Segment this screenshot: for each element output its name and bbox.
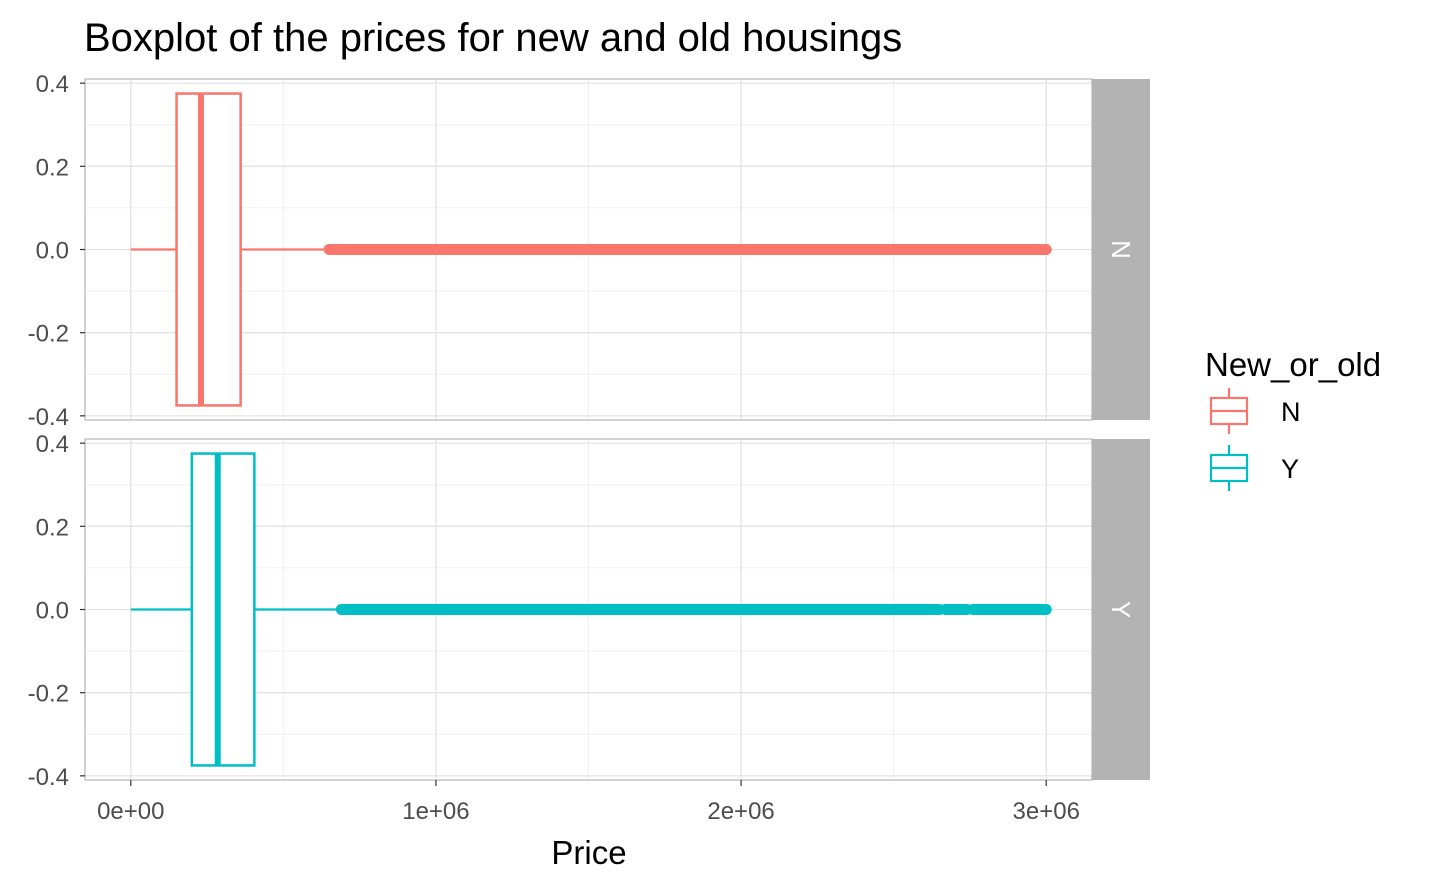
y-tick-label: -0.2: [28, 321, 69, 348]
box-iqr: [190, 452, 256, 767]
legend-item-y: Y: [1205, 443, 1435, 500]
legend-key-y: [1209, 445, 1249, 491]
facet-strip: [1092, 79, 1150, 420]
y-tick-label: -0.2: [28, 681, 69, 708]
legend-label-n: N: [1281, 397, 1301, 427]
x-axis-title: Price: [551, 834, 626, 871]
y-tick-label: 0.0: [36, 238, 69, 265]
legend-title: New_or_old: [1205, 346, 1382, 383]
box-iqr: [175, 92, 242, 407]
facet-strip-label: N: [1106, 240, 1136, 259]
y-tick-label: 0.0: [36, 598, 69, 625]
legend-label-y: Y: [1281, 454, 1300, 484]
boxplot-y: [130, 452, 1052, 767]
legend-key-n: [1209, 388, 1249, 434]
y-tick-label: 0.2: [36, 514, 69, 541]
y-tick-label: 0.2: [36, 154, 69, 181]
facet-strip-label: Y: [1106, 601, 1136, 618]
legend: New_or_old N Y: [1205, 344, 1435, 500]
panel-n: -0.4 -0.2 0.0 0.2 0.4 N: [28, 71, 1150, 431]
chart-title: Boxplot of the prices for new and old ho…: [84, 16, 903, 60]
x-tick-label: 2e+06: [707, 798, 774, 825]
x-tick-label: 0e+00: [97, 798, 164, 825]
y-tick-label: 0.4: [36, 431, 69, 458]
y-tick-label: -0.4: [28, 764, 69, 791]
y-tick-label: 0.4: [36, 71, 69, 98]
x-tick-label: 3e+06: [1013, 798, 1080, 825]
panel-y: -0.4 -0.2 0.0 0.2 0.4 Y: [28, 431, 1150, 791]
boxplot-n: [130, 92, 1052, 407]
facet-strip: [1092, 439, 1150, 780]
x-tick-label: 1e+06: [402, 798, 469, 825]
legend-item-n: N: [1205, 386, 1435, 443]
y-tick-label: -0.4: [28, 404, 69, 431]
